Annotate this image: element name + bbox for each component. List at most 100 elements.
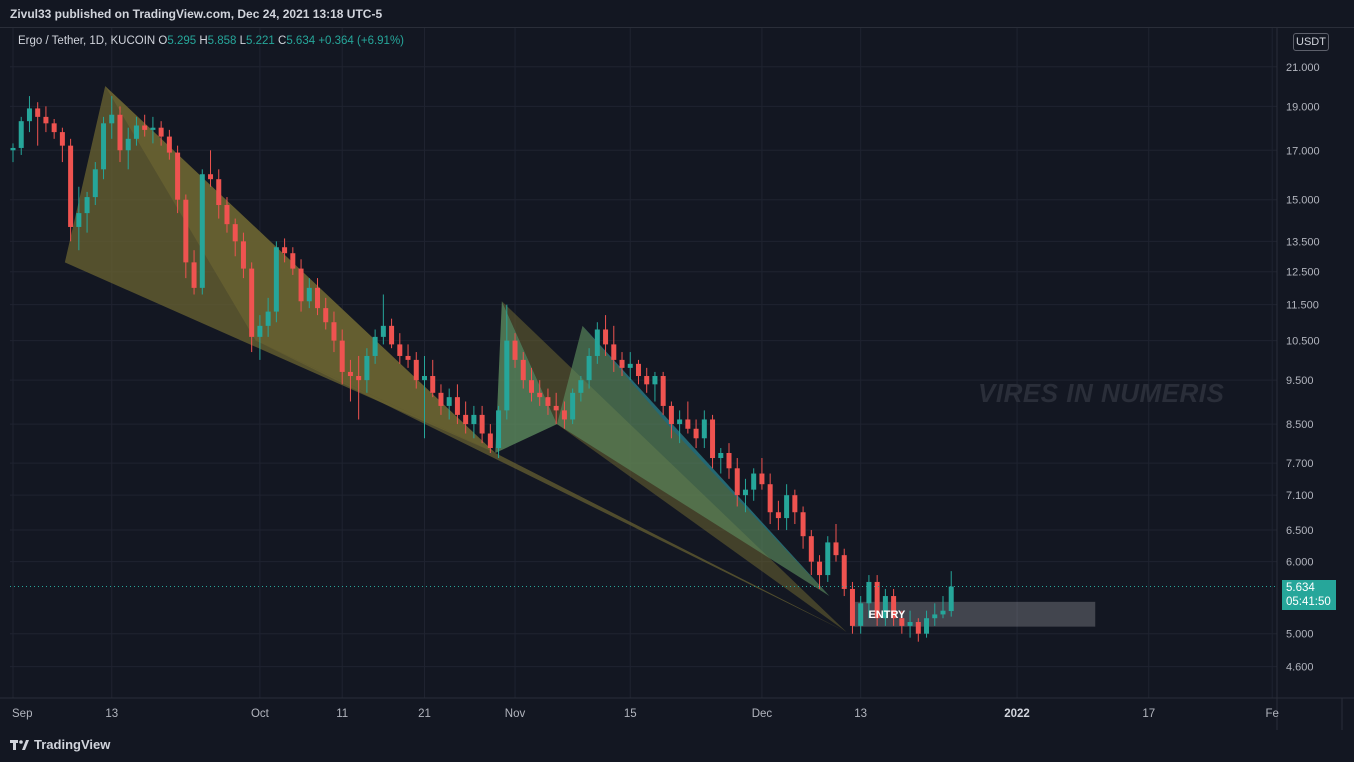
close-value: 5.634	[286, 35, 316, 47]
candle-body	[603, 329, 609, 345]
candle-body	[43, 116, 49, 124]
candle-body	[685, 419, 691, 429]
x-tick-label: 21	[418, 708, 431, 720]
candle-body	[660, 376, 666, 406]
candle-body	[166, 136, 172, 153]
candle-body	[265, 311, 271, 326]
candle-body	[380, 325, 386, 337]
candle-body	[611, 344, 617, 360]
candle-body	[273, 247, 279, 312]
x-tick-label: 15	[624, 708, 637, 720]
bar-countdown: 05:41:50	[1286, 596, 1331, 608]
candle-body	[59, 132, 65, 146]
x-tick-label: Dec	[752, 708, 773, 720]
pattern-triangle-bcd	[255, 340, 847, 633]
candle-body	[817, 561, 823, 576]
y-tick-label: 21.000	[1286, 62, 1320, 74]
y-tick-label: 17.000	[1286, 145, 1320, 157]
candle-body	[710, 419, 716, 459]
symbol-legend: Ergo / Tether, 1D, KUCOIN O5.295 H5.858 …	[18, 35, 404, 47]
candle-body	[528, 380, 534, 393]
candle-body	[175, 152, 181, 200]
candle-body	[512, 340, 518, 360]
high-value: 5.858	[207, 35, 237, 47]
candle-body	[841, 555, 847, 589]
candle-body	[891, 596, 897, 619]
candle-body	[932, 614, 938, 619]
candle-body	[405, 355, 411, 360]
candle-body	[430, 376, 436, 393]
candlestick-chart[interactable]: ENTRY 21.000 19.000 17.000 15.000 13.500 12.50…	[0, 27, 1354, 730]
time-axis-bg	[0, 698, 1354, 730]
candle-body	[232, 224, 238, 242]
candle-body	[26, 108, 32, 122]
candle-body	[389, 325, 395, 345]
candle-body	[150, 127, 156, 130]
x-tick-label: 13	[105, 708, 118, 720]
watermark-text: VIRES IN NUMERIS	[978, 378, 1225, 408]
candle-body	[18, 121, 24, 148]
footer-bar	[0, 730, 1354, 762]
candle-body	[397, 344, 403, 356]
candle-body	[347, 371, 353, 377]
candle-body	[701, 419, 707, 439]
y-tick-label: 15.000	[1286, 195, 1320, 207]
candle-body	[504, 340, 510, 411]
candle-body	[496, 410, 502, 449]
candle-body	[422, 376, 427, 381]
x-tick-label: Fe	[1265, 708, 1278, 720]
change-value: +0.364 (+6.91%)	[318, 35, 404, 47]
y-tick-label: 7.700	[1286, 458, 1314, 470]
y-tick-label: 8.500	[1286, 419, 1314, 431]
high-label: H	[199, 35, 208, 47]
candle-body	[726, 453, 732, 469]
candle-body	[216, 179, 222, 206]
candle-body	[742, 489, 748, 496]
candle-body	[487, 433, 493, 449]
candle-body	[948, 586, 954, 612]
candle-body	[463, 414, 469, 425]
candle-body	[849, 588, 855, 626]
candle-body	[240, 241, 246, 269]
candle-body	[298, 268, 304, 302]
candle-body	[718, 453, 724, 459]
candle-body	[315, 287, 321, 309]
candle-body	[619, 359, 625, 368]
candle-body	[249, 268, 255, 337]
candle-body	[158, 127, 164, 137]
candle-body	[594, 329, 600, 356]
candle-body	[356, 376, 362, 381]
candle-body	[109, 114, 115, 124]
candle-body	[68, 145, 74, 227]
candle-body	[117, 114, 123, 151]
x-tick-label: 2022	[1004, 708, 1030, 720]
candle-body	[874, 581, 880, 619]
open-label: O	[158, 35, 168, 47]
tradingview-logo[interactable]: TradingView	[10, 737, 110, 752]
candle-body	[454, 397, 460, 415]
candle-body	[751, 473, 757, 490]
candle-body	[866, 581, 872, 604]
candle-body	[76, 213, 82, 227]
candle-body	[520, 359, 526, 381]
candle-body	[784, 495, 790, 519]
candle-body	[471, 414, 477, 425]
candle-body	[331, 322, 337, 341]
y-tick-label: 4.600	[1286, 662, 1314, 674]
price-axis-bg	[1277, 27, 1354, 730]
x-tick-label: Oct	[251, 708, 270, 720]
candle-body	[183, 199, 189, 263]
candle-body	[545, 397, 551, 406]
candle-body	[323, 308, 329, 323]
currency-badge[interactable]: USDT	[1293, 33, 1329, 51]
low-label: L	[239, 35, 247, 47]
candle-body	[800, 512, 806, 537]
candle-body	[668, 405, 674, 425]
chart-pane[interactable]: ENTRY 21.000 19.000 17.000 15.000 13.500 12.50…	[0, 27, 1354, 730]
y-tick-label: 11.500	[1286, 300, 1319, 312]
pattern3-triangle-right	[582, 325, 830, 597]
candle-body	[35, 108, 41, 117]
candle-body	[133, 125, 139, 139]
candle-body	[825, 542, 831, 576]
candle-body	[125, 138, 131, 151]
